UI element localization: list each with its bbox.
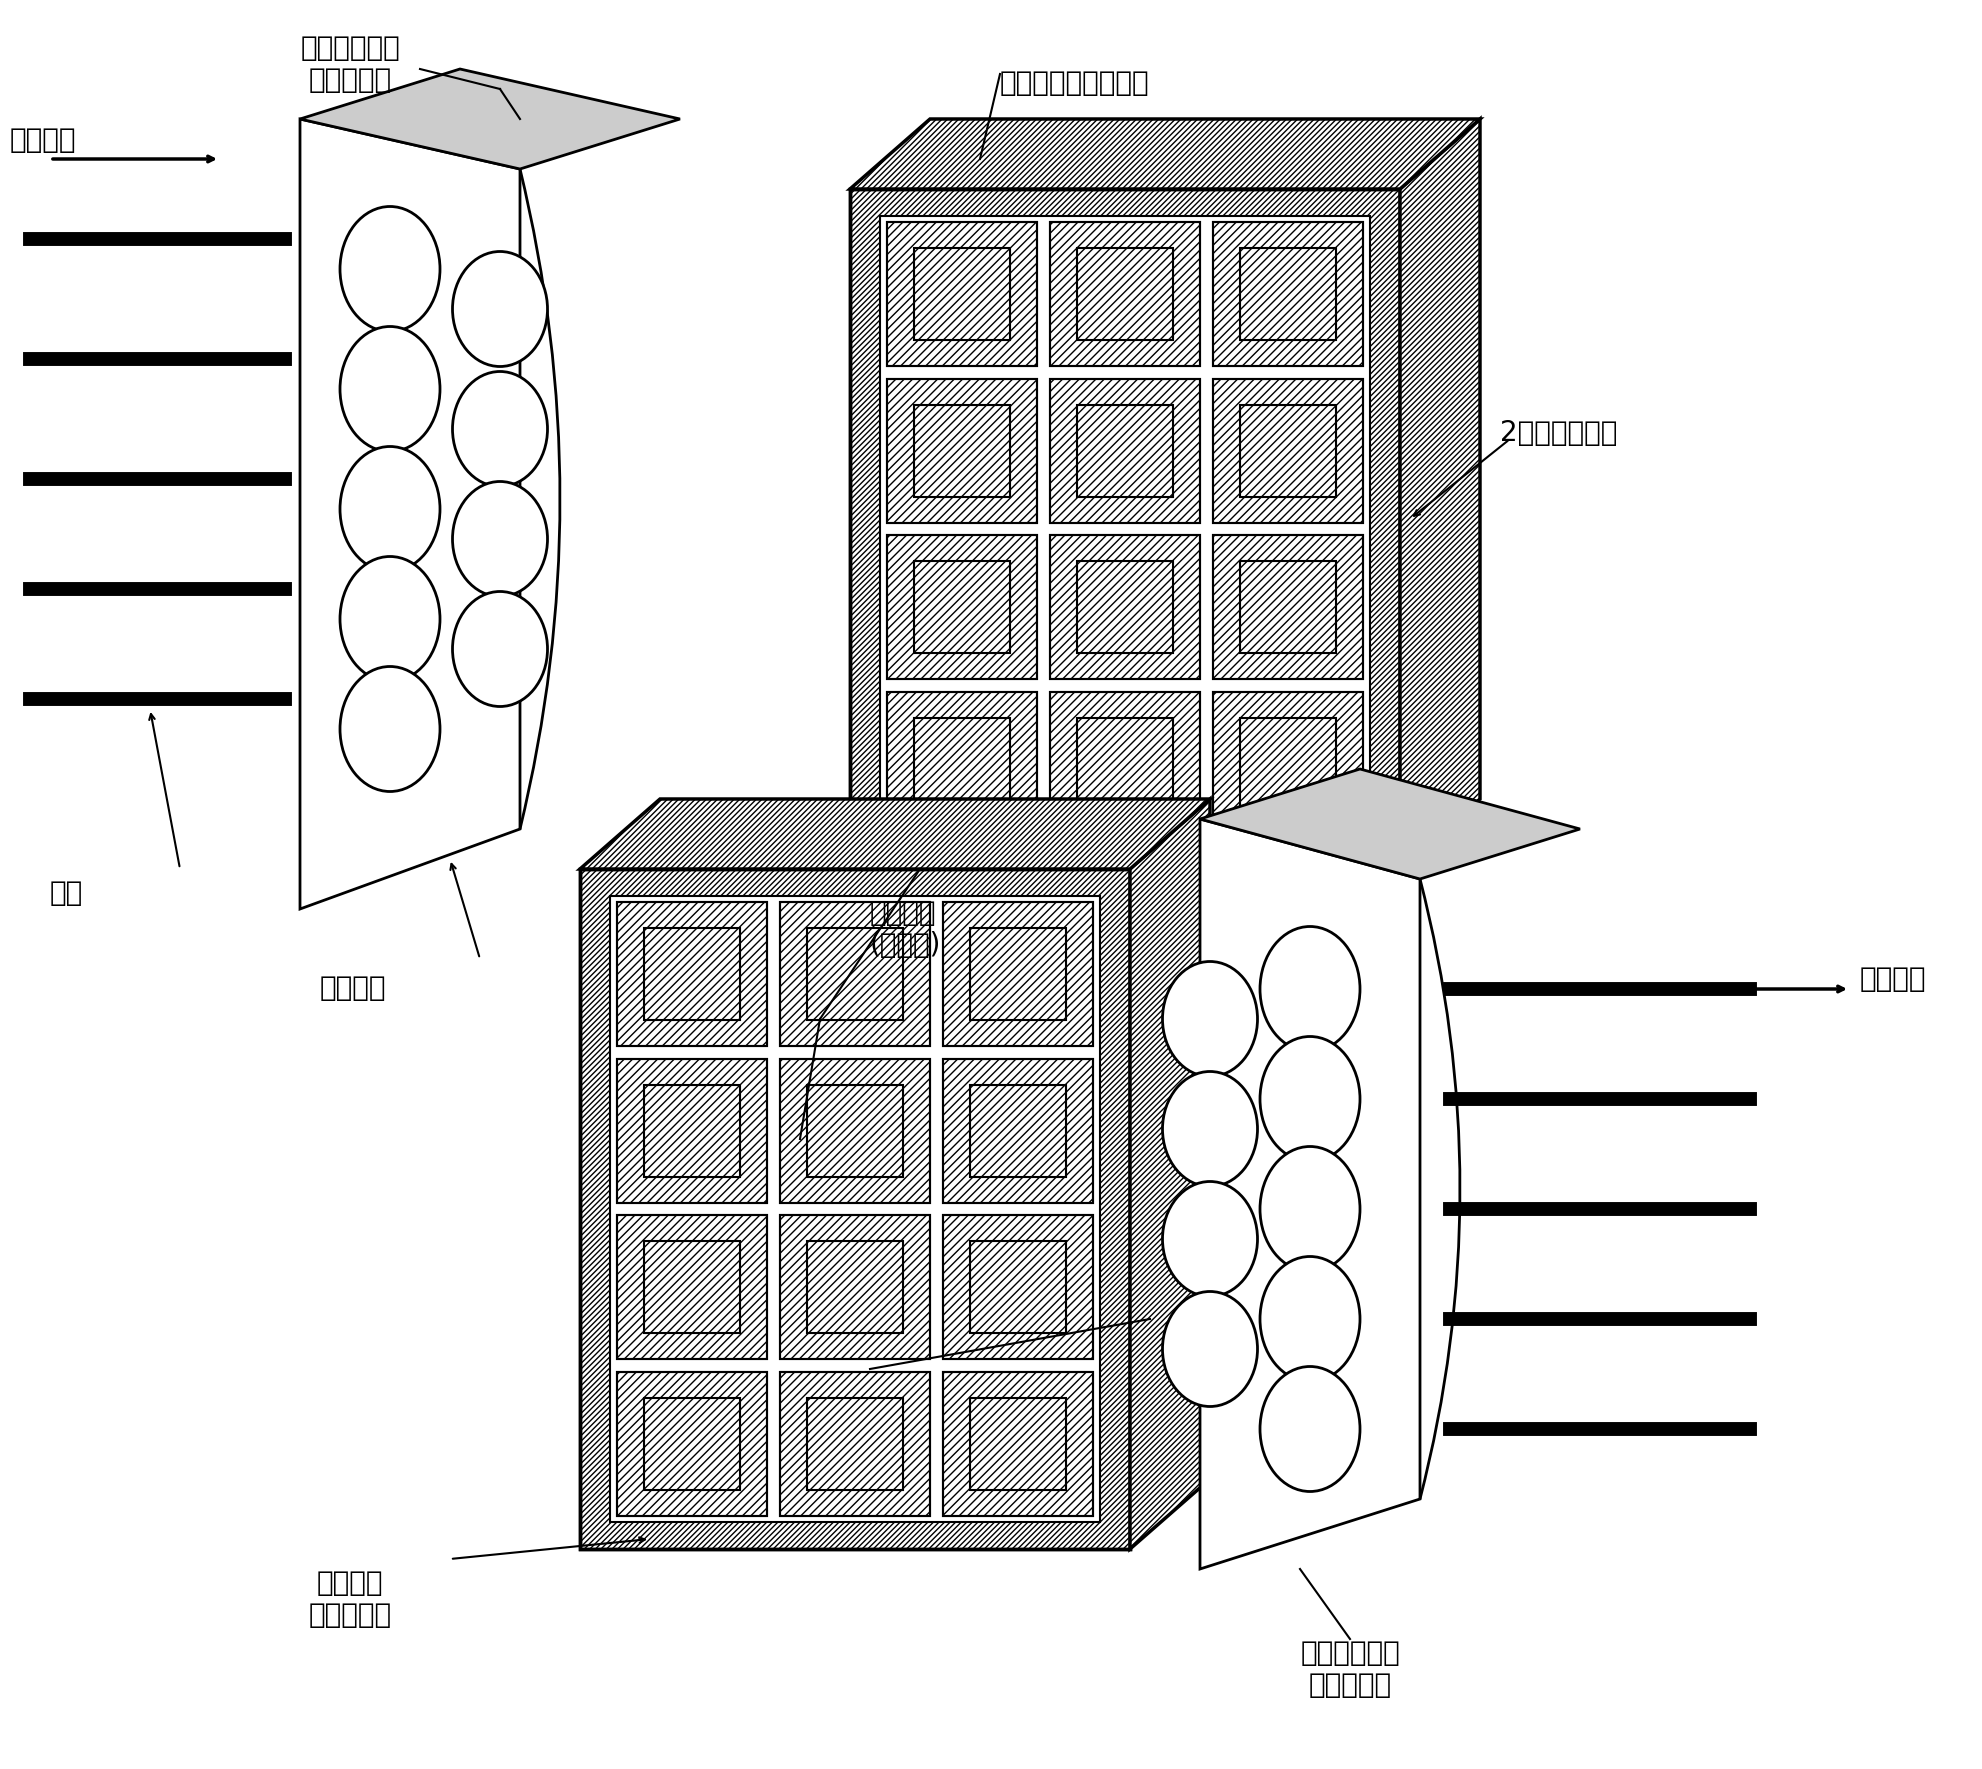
Text: 光纤: 光纤 (50, 879, 83, 907)
Polygon shape (779, 1215, 930, 1359)
Polygon shape (1048, 692, 1199, 835)
Polygon shape (850, 189, 1399, 869)
Ellipse shape (1161, 1182, 1257, 1297)
Ellipse shape (1161, 1291, 1257, 1406)
Polygon shape (1213, 692, 1362, 835)
Polygon shape (779, 902, 930, 1045)
Text: 准直透镜: 准直透镜 (319, 975, 386, 1001)
Polygon shape (914, 405, 1009, 497)
Ellipse shape (1161, 962, 1257, 1077)
Polygon shape (1076, 561, 1173, 653)
Polygon shape (299, 119, 519, 909)
Polygon shape (1076, 405, 1173, 497)
Polygon shape (1048, 379, 1199, 524)
Polygon shape (1199, 770, 1580, 879)
Polygon shape (616, 1060, 767, 1203)
Polygon shape (1239, 248, 1336, 340)
Polygon shape (943, 1371, 1092, 1516)
Polygon shape (1076, 248, 1173, 340)
Polygon shape (1048, 536, 1199, 679)
Polygon shape (616, 1215, 767, 1359)
Polygon shape (1239, 405, 1336, 497)
Ellipse shape (452, 371, 547, 486)
Polygon shape (616, 1371, 767, 1516)
Polygon shape (914, 718, 1009, 810)
Polygon shape (779, 1060, 930, 1203)
Text: 输入信号: 输入信号 (10, 126, 77, 154)
Text: 输入一侧反射镜阵列: 输入一侧反射镜阵列 (999, 69, 1150, 97)
Ellipse shape (1259, 1037, 1360, 1162)
Text: 输出一侧
反射镜阵列: 输出一侧 反射镜阵列 (309, 1569, 390, 1629)
Polygon shape (1399, 119, 1479, 869)
Polygon shape (1199, 819, 1419, 1569)
Polygon shape (299, 69, 680, 170)
Polygon shape (1213, 223, 1362, 366)
Polygon shape (616, 902, 767, 1045)
Ellipse shape (452, 481, 547, 596)
Polygon shape (886, 692, 1037, 835)
Ellipse shape (1259, 927, 1360, 1051)
Polygon shape (807, 929, 902, 1021)
Text: 2轴可动反射镜: 2轴可动反射镜 (1498, 419, 1617, 448)
Polygon shape (969, 1242, 1066, 1334)
Polygon shape (969, 1084, 1066, 1176)
Ellipse shape (339, 446, 440, 571)
Polygon shape (943, 1215, 1092, 1359)
Ellipse shape (339, 667, 440, 791)
Polygon shape (1239, 718, 1336, 810)
Polygon shape (644, 929, 739, 1021)
Text: 输出一侧光纤
准直仪阵列: 输出一侧光纤 准直仪阵列 (1300, 1640, 1399, 1700)
Ellipse shape (1161, 1072, 1257, 1187)
Polygon shape (579, 869, 1130, 1550)
Polygon shape (644, 1398, 739, 1489)
Ellipse shape (1259, 1256, 1360, 1382)
Polygon shape (1239, 561, 1336, 653)
Ellipse shape (339, 557, 440, 681)
Polygon shape (943, 902, 1092, 1045)
Polygon shape (886, 536, 1037, 679)
Polygon shape (914, 248, 1009, 340)
Text: 准直光束
(光信号): 准直光束 (光信号) (870, 899, 941, 959)
Polygon shape (779, 1371, 930, 1516)
Polygon shape (807, 1084, 902, 1176)
Polygon shape (850, 119, 1479, 189)
Polygon shape (880, 216, 1370, 842)
Ellipse shape (1259, 1146, 1360, 1272)
Text: 输入一侧光纤
准直仪阵列: 输入一侧光纤 准直仪阵列 (299, 34, 400, 94)
Polygon shape (886, 379, 1037, 524)
Polygon shape (969, 1398, 1066, 1489)
Polygon shape (610, 897, 1100, 1521)
Polygon shape (1048, 223, 1199, 366)
Polygon shape (807, 1242, 902, 1334)
Ellipse shape (452, 591, 547, 706)
Ellipse shape (339, 207, 440, 331)
Polygon shape (1213, 379, 1362, 524)
Polygon shape (644, 1242, 739, 1334)
Ellipse shape (1259, 1366, 1360, 1491)
Polygon shape (807, 1398, 902, 1489)
Ellipse shape (339, 327, 440, 451)
Polygon shape (1130, 800, 1209, 1550)
Polygon shape (579, 800, 1209, 869)
Text: 输出信号: 输出信号 (1859, 966, 1927, 992)
Polygon shape (1213, 536, 1362, 679)
Polygon shape (969, 929, 1066, 1021)
Polygon shape (644, 1084, 739, 1176)
Polygon shape (914, 561, 1009, 653)
Polygon shape (1076, 718, 1173, 810)
Polygon shape (886, 223, 1037, 366)
Ellipse shape (452, 251, 547, 366)
Polygon shape (943, 1060, 1092, 1203)
